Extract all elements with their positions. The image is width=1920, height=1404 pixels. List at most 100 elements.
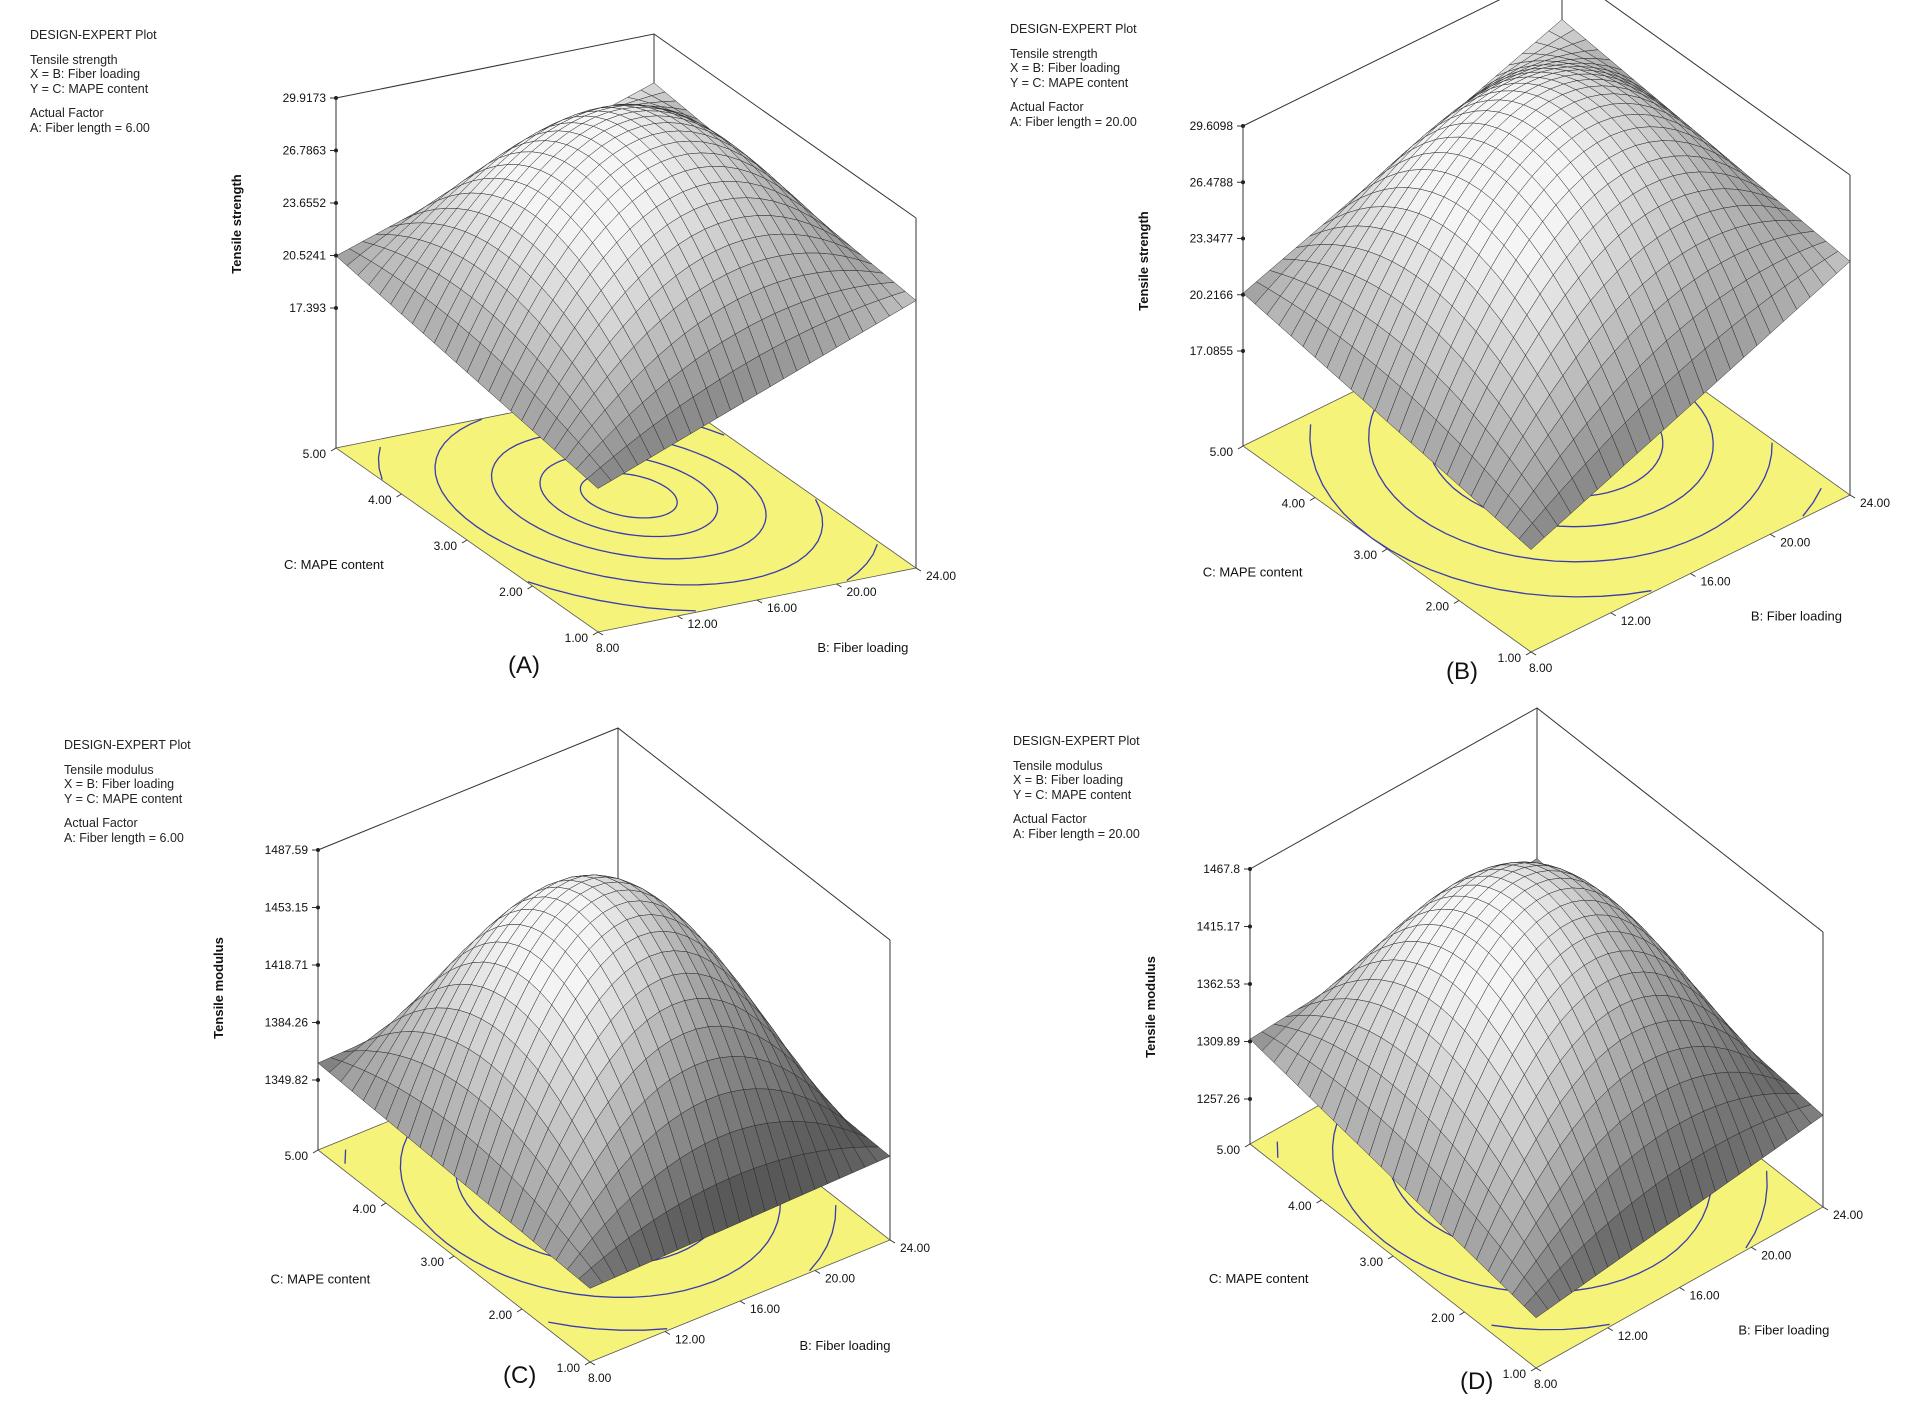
x-tick-label: 8.00 bbox=[1534, 1377, 1558, 1391]
z-tick-dot bbox=[1248, 867, 1252, 871]
z-tick-label: 23.6552 bbox=[283, 196, 327, 210]
x-tick-mark bbox=[1849, 494, 1856, 499]
y-tick-mark bbox=[1387, 1255, 1394, 1260]
y-tick-mark bbox=[1237, 445, 1244, 450]
x-tick-mark bbox=[1607, 1327, 1614, 1332]
y-tick-mark bbox=[527, 585, 533, 590]
axis-top-edge bbox=[335, 33, 917, 219]
y-axis-title: C: MAPE content bbox=[284, 557, 384, 572]
actual-factor-title: Actual Factor bbox=[1013, 812, 1087, 826]
y-factor: Y = C: MAPE content bbox=[30, 81, 149, 96]
z-axis-title: Tensile modulus bbox=[1143, 956, 1158, 1058]
y-tick-label: 1.00 bbox=[1503, 1367, 1527, 1381]
z-tick-label: 1467.8 bbox=[1203, 862, 1240, 876]
z-tick-dot bbox=[1241, 180, 1245, 185]
actual-factor-value: A: Fiber length = 6.00 bbox=[30, 120, 150, 135]
z-tick-dot bbox=[334, 96, 338, 100]
z-tick-dot bbox=[334, 253, 338, 258]
x-tick-label: 16.00 bbox=[767, 601, 797, 615]
y-tick-mark bbox=[1316, 1199, 1322, 1204]
z-tick-label: 20.2166 bbox=[1190, 288, 1234, 302]
z-tick-dot bbox=[334, 148, 338, 153]
x-factor: X = B: Fiber loading bbox=[1010, 61, 1121, 75]
x-tick-label: 24.00 bbox=[1833, 1208, 1863, 1222]
x-tick-mark bbox=[1769, 533, 1776, 538]
x-tick-mark bbox=[889, 1239, 896, 1244]
surface-plot-B: 17.0855 20.2166 23.3477 26.4788 29.6098 Tensi… bbox=[1136, 0, 1890, 675]
actual-factor-title: Actual Factor bbox=[30, 106, 104, 120]
z-tick-label: 20.5241 bbox=[283, 249, 327, 263]
plot-title: DESIGN-EXPERT Plot bbox=[1010, 22, 1137, 36]
plot-info-B: DESIGN-EXPERT Plot Tensile strength X = B:… bbox=[1010, 22, 1137, 129]
response-name: Tensile strength bbox=[1010, 46, 1098, 61]
z-tick-label: 1487.59 bbox=[265, 843, 309, 857]
z-tick-label: 1349.82 bbox=[265, 1073, 309, 1087]
y-tick-label: 4.00 bbox=[353, 1202, 377, 1216]
surface-cell bbox=[578, 1267, 603, 1289]
x-factor: X = B: Fiber loading bbox=[1013, 773, 1124, 787]
response-name: Tensile modulus bbox=[64, 762, 154, 777]
z-tick-dot bbox=[334, 201, 338, 205]
x-tick-label: 12.00 bbox=[1621, 614, 1651, 628]
y-tick-label: 3.00 bbox=[421, 1255, 445, 1269]
z-tick-dot bbox=[1241, 236, 1245, 241]
y-tick-label: 4.00 bbox=[1282, 497, 1306, 511]
axis-top-edge bbox=[1249, 707, 1824, 933]
panel-label-B: (B) bbox=[1446, 658, 1478, 685]
response-surface bbox=[335, 82, 917, 489]
y-tick-mark bbox=[1381, 548, 1388, 553]
y-tick-mark bbox=[1309, 497, 1316, 501]
x-tick-label: 8.00 bbox=[588, 1371, 612, 1385]
response-surface bbox=[317, 874, 891, 1289]
x-factor: X = B: Fiber loading bbox=[64, 777, 175, 791]
axis-top-edge bbox=[1242, 0, 1851, 176]
z-tick-dot bbox=[316, 1078, 320, 1082]
y-tick-mark bbox=[380, 1202, 387, 1207]
y-tick-label: 1.00 bbox=[1498, 651, 1522, 665]
z-tick-label: 29.9173 bbox=[283, 91, 327, 105]
y-tick-label: 4.00 bbox=[1288, 1199, 1312, 1213]
z-tick-label: 1384.26 bbox=[265, 1016, 309, 1030]
y-tick-mark bbox=[448, 1255, 455, 1260]
actual-factor-value: A: Fiber length = 20.00 bbox=[1010, 114, 1137, 129]
x-tick-label: 24.00 bbox=[926, 569, 956, 583]
x-tick-label: 20.00 bbox=[1761, 1248, 1791, 1262]
z-tick-label: 1415.17 bbox=[1197, 920, 1241, 934]
z-tick-label: 26.7863 bbox=[283, 144, 327, 158]
z-tick-label: 23.3477 bbox=[1190, 232, 1234, 246]
z-tick-dot bbox=[334, 306, 338, 310]
y-tick-label: 2.00 bbox=[489, 1308, 513, 1322]
y-tick-label: 3.00 bbox=[434, 539, 458, 553]
z-tick-label: 29.6098 bbox=[1190, 119, 1234, 133]
z-axis-title: Tensile modulus bbox=[211, 937, 226, 1039]
x-tick-label: 16.00 bbox=[1701, 575, 1731, 589]
y-factor: Y = C: MAPE content bbox=[1013, 787, 1132, 802]
y-axis-title: C: MAPE content bbox=[271, 1271, 371, 1286]
y-tick-label: 3.00 bbox=[1354, 548, 1378, 562]
plot-info-C: DESIGN-EXPERT Plot Tensile modulus X = B: … bbox=[64, 738, 191, 845]
z-tick-label: 1418.71 bbox=[265, 958, 309, 972]
z-tick-dot bbox=[316, 963, 320, 967]
actual-factor-value: A: Fiber length = 6.00 bbox=[64, 830, 184, 845]
x-tick-mark bbox=[1822, 1206, 1829, 1211]
x-tick-mark bbox=[1750, 1246, 1757, 1251]
surface-cell bbox=[1523, 1292, 1549, 1319]
y-tick-mark bbox=[396, 493, 402, 498]
panel-label-C: (C) bbox=[503, 1362, 537, 1389]
x-tick-label: 12.00 bbox=[688, 617, 718, 631]
z-tick-label: 17.393 bbox=[289, 301, 326, 315]
z-tick-dot bbox=[316, 1020, 320, 1025]
y-tick-mark bbox=[1530, 1367, 1537, 1372]
y-tick-mark bbox=[516, 1308, 523, 1313]
y-factor: Y = C: MAPE content bbox=[64, 791, 183, 806]
x-tick-label: 8.00 bbox=[1529, 661, 1553, 675]
z-tick-dot bbox=[1248, 1039, 1252, 1044]
y-tick-label: 1.00 bbox=[557, 1361, 581, 1375]
z-axis-title: Tensile strength bbox=[1136, 211, 1151, 311]
panel-label-D: (D) bbox=[1460, 1368, 1494, 1395]
z-tick-label: 26.4788 bbox=[1190, 175, 1234, 189]
y-tick-mark bbox=[1244, 1143, 1251, 1148]
x-tick-mark bbox=[589, 1361, 596, 1366]
x-tick-mark bbox=[1530, 651, 1537, 656]
x-tick-mark bbox=[677, 615, 683, 620]
